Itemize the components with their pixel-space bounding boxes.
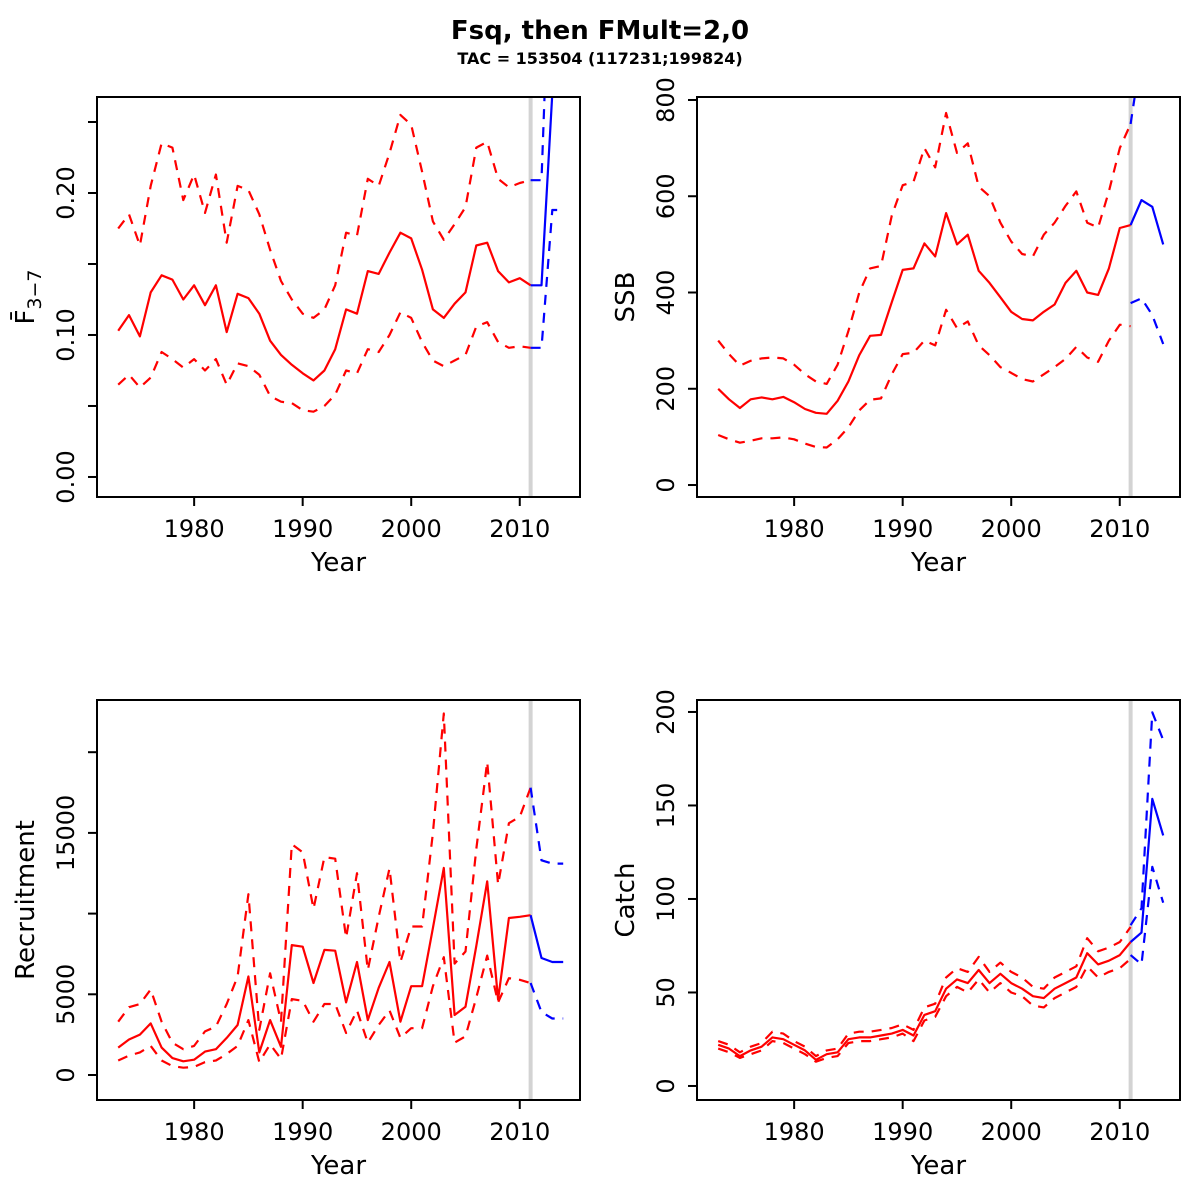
x-axis-title: Year [910, 1151, 966, 1181]
x-axis-tick-label: 2000 [381, 1118, 442, 1146]
x-axis-tick-label: 1980 [164, 1118, 225, 1146]
y-axis-tick-label: 800 [652, 77, 680, 123]
plot-region-ssb [717, 97, 1165, 497]
plot-region-fbar [117, 97, 564, 497]
y-axis-tick-label: 0 [652, 477, 680, 492]
projection-median-line [530, 97, 554, 287]
history-upper-ci-line [117, 113, 531, 319]
history-median-line [117, 231, 532, 382]
history-lower-ci-line [717, 308, 1131, 449]
x-axis-tick-label: 2010 [489, 1118, 550, 1146]
y-axis-tick-label: 150 [652, 783, 680, 829]
projection-lower-ci-line [530, 208, 564, 349]
panel-catch: 1980 1990 2000 2010 0 50 100 150 200 Year Catch [611, 689, 1181, 1181]
plot-box [696, 96, 1181, 498]
y-axis-tick-label: 100 [652, 876, 680, 922]
y-axis-tick-label: 5000 [52, 964, 80, 1025]
x-axis-tick-label: 1990 [872, 515, 933, 543]
projection-upper-ci-line [530, 97, 546, 182]
panel-ssb: 1980 1990 2000 2010 0 200 400 600 800 Year SSB [611, 77, 1181, 578]
y-axis-tick-label: 15000 [52, 795, 80, 871]
history-upper-ci-line [717, 926, 1132, 1058]
y-axis-tick-label: 0 [652, 1078, 680, 1093]
projection-median-line [1129, 797, 1165, 943]
projection-upper-ci-line [529, 787, 564, 865]
y-axis-tick-label: 50 [652, 977, 680, 1008]
projection-lower-ci-line [529, 982, 564, 1020]
x-axis-tick-label: 2010 [1089, 1118, 1150, 1146]
x-axis-tick-label: 2000 [981, 1118, 1042, 1146]
plot-box [96, 96, 581, 498]
x-axis-tick-label: 1980 [164, 515, 225, 543]
panel-recruitment: 1980 1990 2000 2010 0 5000 15000 Year Recruitmen… [11, 699, 581, 1181]
y-axis-tick-label: 200 [652, 689, 680, 735]
y-axis-title: SSB [611, 272, 641, 323]
history-lower-ci-line [717, 957, 1132, 1063]
history-upper-ci-line [717, 111, 1132, 385]
plot-box [96, 699, 581, 1101]
x-axis-tick-label: 1980 [764, 515, 825, 543]
y-axis-tick-label: 600 [652, 173, 680, 219]
figure-subtitle: TAC = 153504 (117231;199824) [457, 49, 743, 68]
projection-median-line [529, 914, 564, 964]
y-axis-tick-label: 0.10 [52, 308, 80, 361]
figure-title: Fsq, then FMult=2,0 [450, 16, 750, 46]
plot-box [696, 699, 1181, 1101]
projection-lower-ci-line [1130, 297, 1165, 345]
history-upper-ci-line [117, 712, 532, 1051]
x-axis-tick-label: 2000 [981, 515, 1042, 543]
x-axis-title: Year [910, 548, 966, 578]
history-median-line [717, 212, 1131, 415]
x-axis-tick-label: 2000 [381, 515, 442, 543]
plot-region-recruitment [117, 700, 564, 1100]
x-axis-tick-label: 2010 [1089, 515, 1150, 543]
y-axis-title: F̄3−7 [9, 269, 46, 324]
y-axis-title: Recruitment [11, 820, 41, 980]
projection-lower-ci-line [1129, 865, 1165, 966]
history-median-line [117, 866, 531, 1063]
y-axis-tick-label: 0.20 [52, 166, 80, 219]
projection-median-line [1129, 199, 1165, 245]
x-axis-title: Year [310, 548, 366, 578]
history-lower-ci-line [117, 954, 531, 1069]
x-axis-title: Year [310, 1151, 366, 1181]
plot-region-catch [717, 700, 1165, 1100]
x-axis-tick-label: 1990 [272, 515, 333, 543]
x-axis-tick-label: 1990 [872, 1118, 933, 1146]
history-median-line [717, 941, 1132, 1061]
panel-fbar: 1980 1990 2000 2010 0.00 0.10 0.20 Year F̄3−7 [9, 96, 581, 578]
y-axis-title: Catch [611, 862, 641, 937]
y-axis-tick-label: 0 [52, 1067, 80, 1082]
x-axis-tick-label: 2010 [489, 515, 550, 543]
x-axis-tick-label: 1990 [272, 1118, 333, 1146]
history-lower-ci-line [117, 311, 531, 413]
y-axis-tick-label: 200 [652, 366, 680, 412]
y-axis-tick-label: 400 [652, 270, 680, 316]
projection-upper-ci-line [1129, 97, 1136, 125]
x-axis-tick-label: 1980 [764, 1118, 825, 1146]
y-axis-tick-label: 0.00 [52, 450, 80, 503]
